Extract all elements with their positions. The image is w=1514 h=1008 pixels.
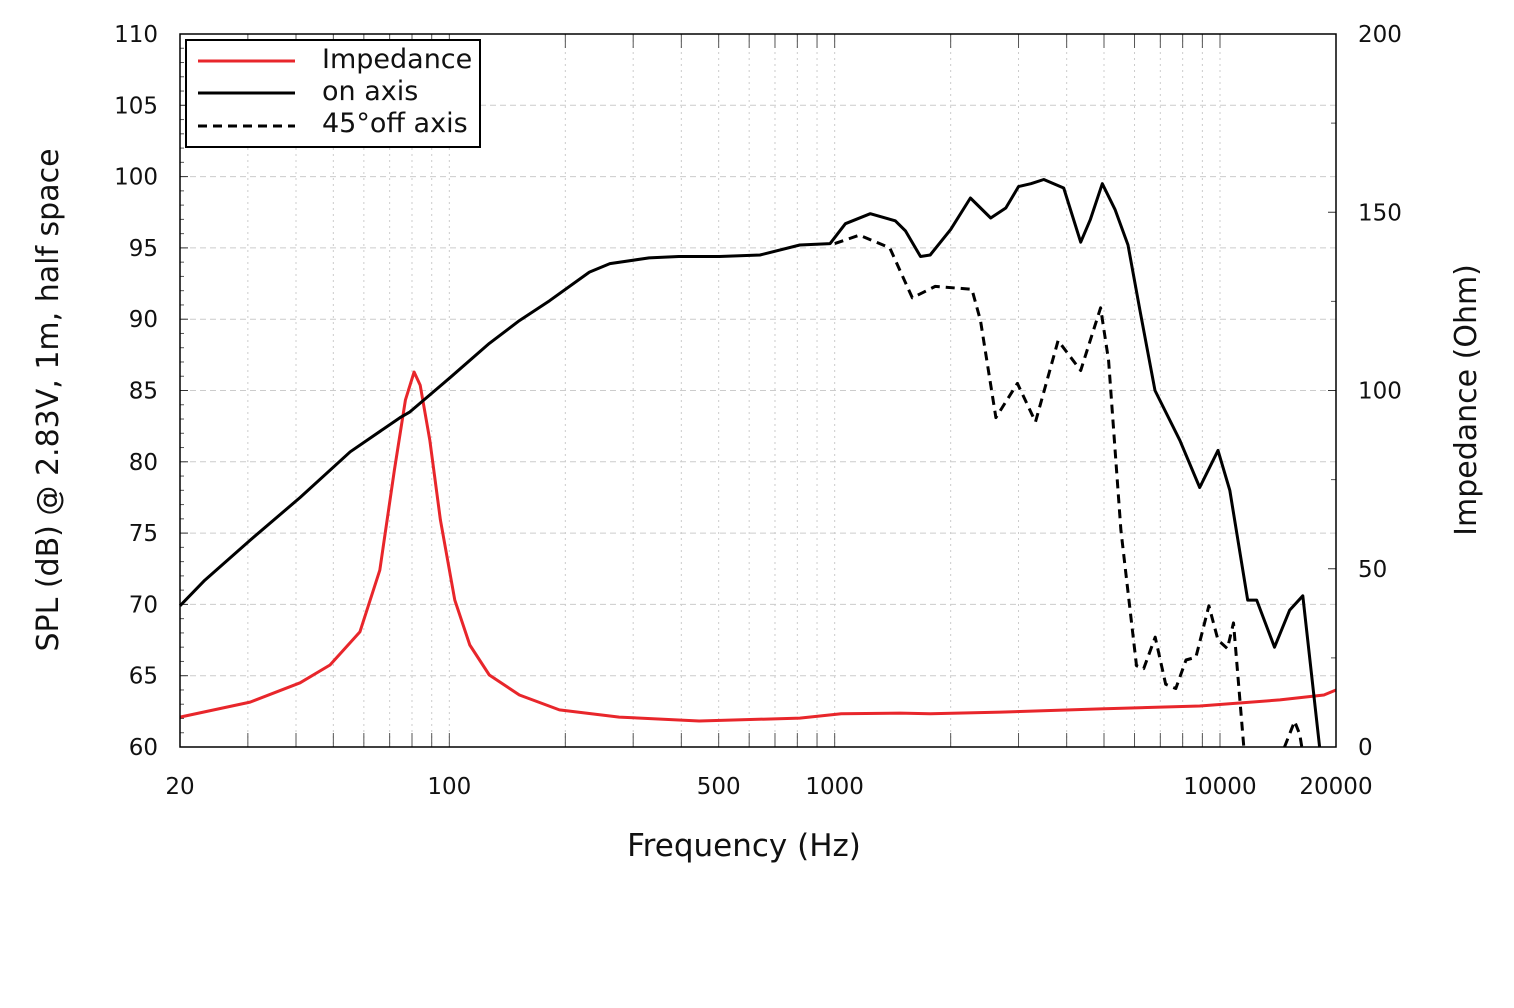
y-tick-label: 85 (129, 379, 158, 405)
plot-frame (179, 33, 1337, 748)
legend-label-impedance: Impedance (322, 44, 472, 75)
legend-label-off-axis: 45°off axis (322, 108, 468, 139)
y-tick-label: 70 (129, 592, 158, 618)
y2-tick-label: 100 (1358, 379, 1402, 405)
x-tick-label: 100 (427, 774, 471, 800)
y-tick-label: 100 (114, 165, 158, 191)
y2-tick-label: 0 (1358, 735, 1373, 761)
y-axis-label: SPL (dB) @ 2.83V, 1m, half space (31, 148, 66, 651)
series-line-on-axis (178, 178, 1322, 748)
series-line-impedance (179, 370, 1337, 723)
y-tick-label: 95 (129, 236, 158, 262)
y-tick-label: 80 (129, 450, 158, 476)
y-tick-label: 105 (114, 93, 158, 119)
x-tick-label: 20000 (1299, 774, 1372, 800)
series-lines (178, 178, 1337, 748)
legend-label-on-axis: on axis (322, 76, 418, 107)
y-tick-label: 60 (129, 735, 158, 761)
x-tick-label: 20 (165, 774, 194, 800)
x-tick-label: 1000 (805, 774, 864, 800)
y-tick-label: 75 (129, 521, 158, 547)
y-tick-label: 90 (129, 307, 158, 333)
x-axis-label: Frequency (Hz) (627, 828, 861, 864)
grid (179, 34, 1337, 747)
x-tick-label: 500 (697, 774, 741, 800)
y2-tick-label: 150 (1358, 200, 1402, 226)
y-tick-label: 65 (129, 664, 158, 690)
y2-tick-label: 200 (1358, 22, 1402, 48)
y2-tick-label: 50 (1358, 557, 1387, 583)
legend: Impedance on axis 45°off axis (185, 39, 481, 148)
y-tick-label: 110 (114, 22, 158, 48)
series-line-45-off-axis (834, 233, 1304, 748)
y2-axis-label: Impedance (Ohm) (1449, 264, 1484, 536)
tick-labels: 60 65 70 75 80 85 90 95 100 105 110 0 50 100 150 200 20 1… (114, 22, 1402, 800)
x-tick-label: 10000 (1183, 774, 1256, 800)
